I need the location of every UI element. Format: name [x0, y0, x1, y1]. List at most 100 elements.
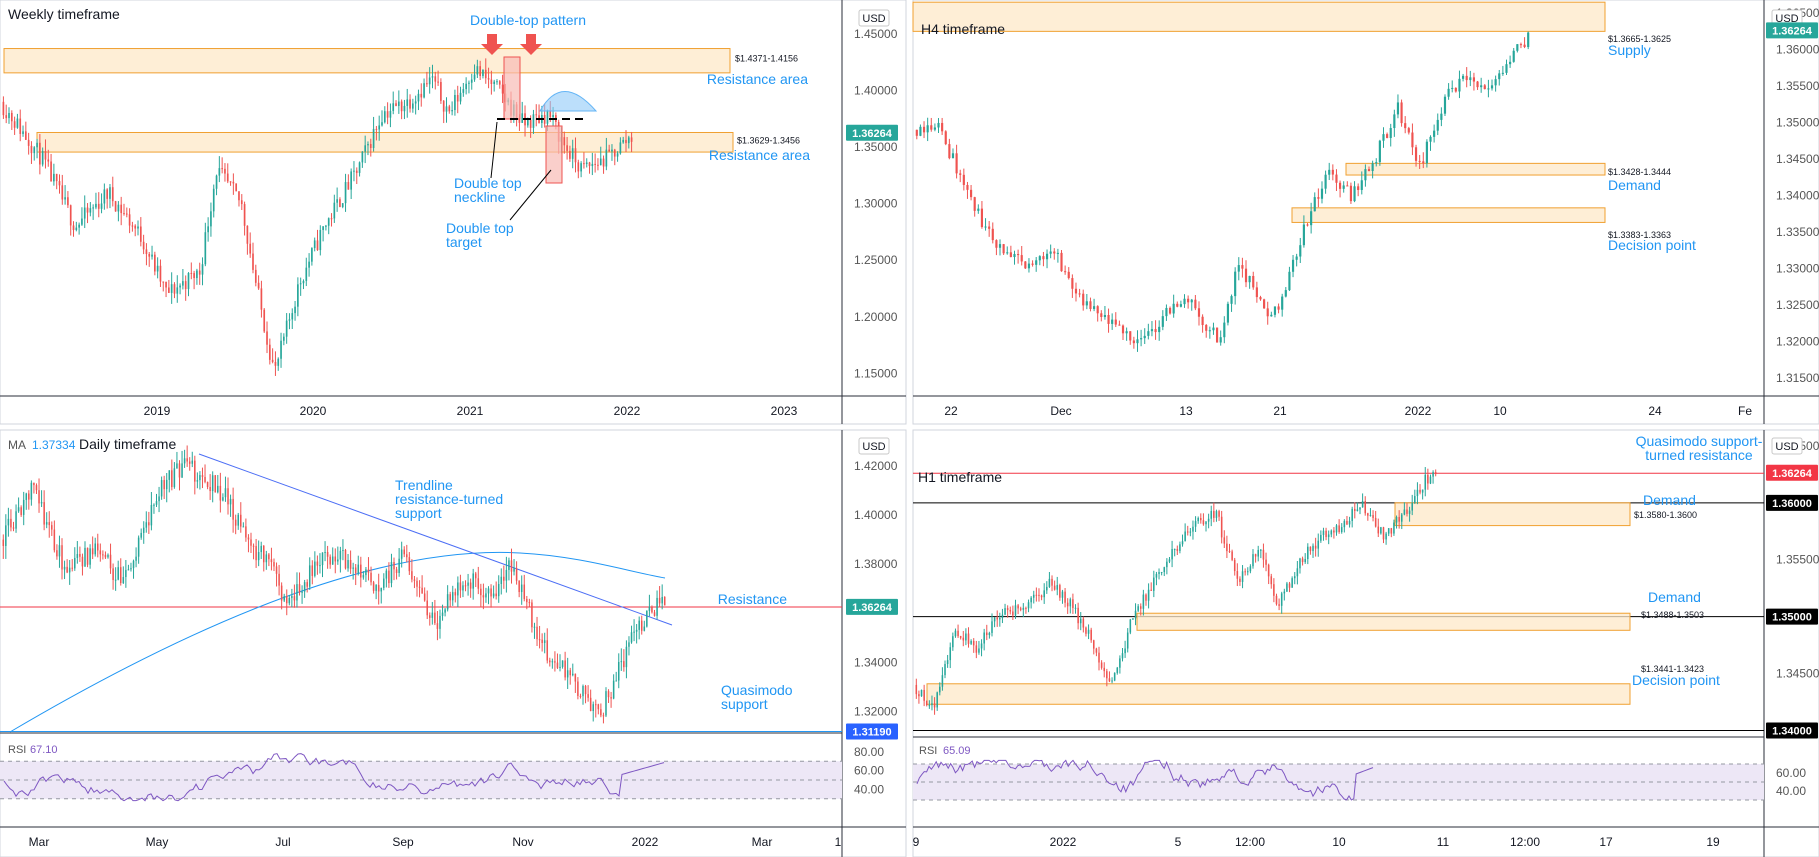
candle — [559, 666, 561, 668]
price-tick: 1.35500 — [1776, 79, 1819, 93]
time-tick: Nov — [512, 835, 533, 849]
candle — [53, 173, 55, 182]
candle — [1049, 251, 1052, 254]
candle — [923, 689, 925, 701]
candle — [1338, 525, 1340, 533]
candle — [487, 78, 490, 80]
candle — [165, 479, 168, 490]
currency-tag[interactable] — [858, 9, 890, 27]
candle — [1302, 224, 1305, 246]
candle — [1092, 306, 1096, 309]
candle — [1025, 607, 1027, 609]
candle — [479, 66, 481, 77]
candle — [1322, 530, 1325, 535]
candle — [1346, 185, 1349, 187]
candle — [1116, 667, 1119, 673]
currency-tag[interactable] — [1771, 437, 1803, 455]
neckline-pointer — [490, 121, 498, 179]
candle — [1260, 549, 1262, 551]
candle — [1407, 128, 1410, 133]
candle — [188, 461, 191, 464]
candle — [181, 463, 183, 478]
price-tick: 1.32000 — [854, 705, 898, 719]
candle — [179, 285, 181, 288]
rsi-tick: 60.00 — [854, 764, 884, 778]
candle — [445, 106, 448, 112]
candle — [497, 584, 500, 597]
candle — [1490, 85, 1494, 89]
candle — [622, 139, 625, 143]
candle — [1147, 589, 1150, 601]
candle — [597, 704, 600, 710]
candle — [235, 183, 238, 192]
candle — [154, 254, 156, 272]
candle — [1100, 313, 1103, 318]
currency-tag-label: USD — [862, 441, 885, 453]
candle — [210, 211, 212, 227]
candle — [616, 153, 619, 157]
candle — [1512, 50, 1515, 62]
candle — [937, 122, 940, 128]
candle — [1296, 568, 1299, 577]
time-tick: 2021 — [457, 404, 484, 418]
support-label: Quasimodo — [721, 682, 793, 698]
candle — [1436, 119, 1439, 131]
candle — [462, 585, 464, 591]
candle — [1291, 259, 1295, 272]
candle — [474, 573, 477, 579]
candle — [1009, 609, 1012, 612]
candle — [1230, 296, 1233, 304]
candle — [1523, 44, 1526, 48]
panel-title: Weekly timeframe — [8, 6, 120, 22]
candle — [33, 147, 36, 154]
candle — [1051, 578, 1053, 586]
candle — [1241, 571, 1244, 582]
candle — [518, 117, 521, 123]
candle — [68, 567, 71, 573]
candle — [1320, 188, 1324, 199]
candle — [991, 621, 993, 633]
candle — [1461, 75, 1465, 79]
candle — [1277, 306, 1280, 310]
time-tick: 19 — [1706, 835, 1720, 849]
candle — [206, 481, 209, 487]
candle — [1197, 517, 1199, 522]
zone-label: $1.3383-1.3363 — [1608, 230, 1671, 240]
candle — [966, 184, 969, 190]
candle — [25, 493, 28, 500]
candle — [333, 202, 336, 219]
price-tick: 1.40000 — [854, 508, 898, 522]
candle — [957, 630, 959, 637]
candle — [89, 208, 92, 213]
candle — [587, 694, 589, 698]
candle — [469, 582, 472, 589]
price-tick: 1.20000 — [854, 310, 898, 324]
candle — [1043, 590, 1045, 598]
candle — [132, 560, 135, 569]
demand-zone-lower — [1136, 612, 1631, 631]
candle — [324, 552, 326, 554]
candle — [454, 94, 456, 111]
candle — [1150, 589, 1152, 591]
pattern-box — [503, 56, 521, 120]
candle — [492, 593, 495, 597]
candle — [931, 703, 933, 706]
candle — [313, 240, 316, 249]
price-tick: 1.32000 — [1776, 334, 1819, 348]
candle — [406, 554, 408, 558]
candle — [249, 243, 252, 254]
time-tick: Fe — [1738, 404, 1752, 418]
candle — [1372, 515, 1374, 518]
candle — [552, 115, 554, 118]
candle — [397, 101, 400, 106]
candle — [1004, 608, 1006, 615]
candle — [111, 187, 114, 202]
candle — [1259, 297, 1262, 300]
candle — [403, 549, 405, 555]
candle — [296, 584, 298, 601]
candle — [380, 587, 383, 592]
candle — [1249, 566, 1252, 572]
candle — [1516, 44, 1519, 51]
currency-tag[interactable] — [858, 437, 890, 455]
candle — [594, 163, 596, 165]
